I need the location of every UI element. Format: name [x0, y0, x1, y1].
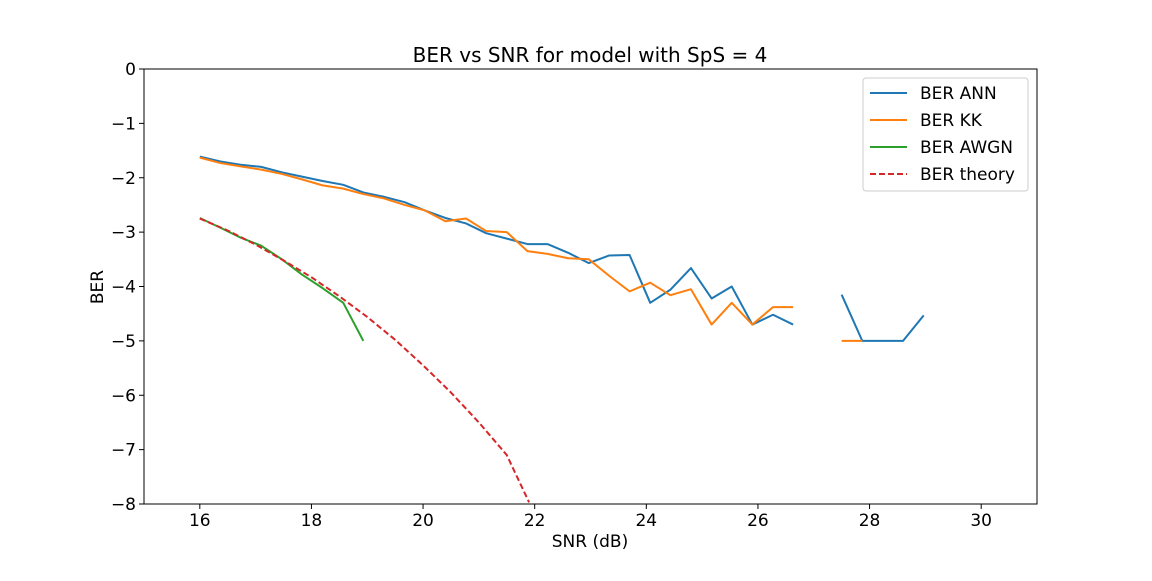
y-tick-label: −7 — [111, 441, 136, 461]
y-tick-label: −2 — [111, 169, 136, 189]
y-tick-label: −6 — [111, 386, 136, 406]
y-tick-label: −3 — [111, 223, 136, 243]
legend-label-ber-kk: BER KK — [920, 111, 983, 131]
series-line-ber-ann-segment-1 — [199, 155, 794, 326]
plot-lines — [199, 155, 925, 503]
y-axis-label: BER — [88, 270, 108, 304]
x-tick-label: 18 — [301, 511, 323, 531]
x-tick-label: 30 — [970, 511, 992, 531]
x-tick-label: 26 — [747, 511, 769, 531]
series-line-ber-theory-segment-1 — [199, 217, 531, 503]
x-axis-label: SNR (dB) — [552, 532, 628, 552]
y-tick-label: −5 — [111, 332, 136, 352]
y-tick-label: −4 — [111, 278, 136, 298]
series-line-ber-ann-segment-2 — [840, 294, 925, 342]
x-tick-label: 20 — [412, 511, 434, 531]
x-axis: 16 18 20 22 24 26 28 30 — [189, 504, 992, 531]
y-tick-label: 0 — [125, 60, 136, 80]
legend: BER ANN BER KK BER AWGN BER theory — [862, 77, 1029, 192]
y-axis: 0 −1 −2 −3 −4 −5 −6 −7 −8 — [111, 60, 144, 515]
x-tick-label: 16 — [189, 511, 211, 531]
x-tick-label: 24 — [635, 511, 657, 531]
y-tick-label: −8 — [111, 495, 136, 515]
legend-label-ber-theory: BER theory — [920, 165, 1015, 185]
legend-label-ber-awgn: BER AWGN — [920, 138, 1013, 158]
chart-title: BER vs SNR for model with SpS = 4 — [413, 43, 768, 67]
y-tick-label: −1 — [111, 114, 136, 134]
legend-label-ber-ann: BER ANN — [920, 84, 997, 104]
x-tick-label: 28 — [859, 511, 881, 531]
x-tick-label: 22 — [524, 511, 546, 531]
legend-box — [862, 77, 1029, 192]
series-line-ber-kk-segment-1 — [199, 156, 794, 326]
